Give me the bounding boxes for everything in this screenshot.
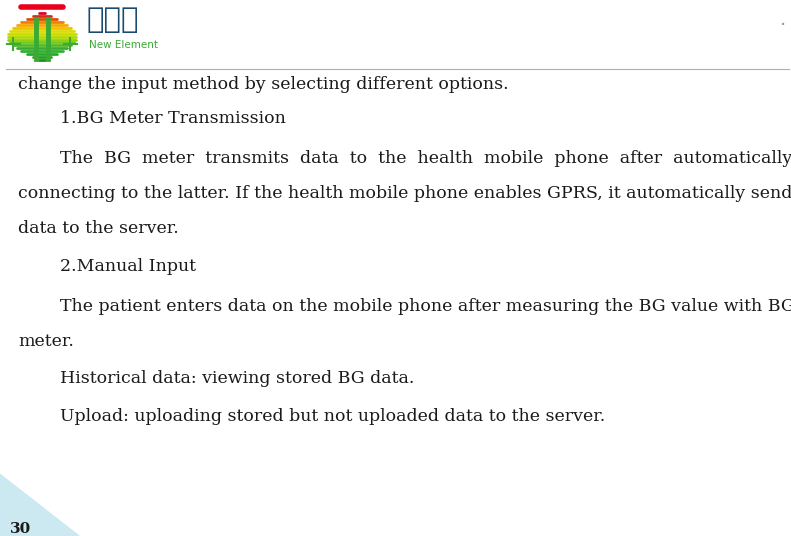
Text: Historical data: viewing stored BG data.: Historical data: viewing stored BG data. <box>60 370 414 387</box>
Text: New Element: New Element <box>89 40 158 50</box>
Text: 新元素: 新元素 <box>87 6 139 34</box>
Text: 2.Manual Input: 2.Manual Input <box>60 258 196 275</box>
Text: meter.: meter. <box>18 333 74 350</box>
Text: Upload: uploading stored but not uploaded data to the server.: Upload: uploading stored but not uploade… <box>60 408 605 425</box>
Text: data to the server.: data to the server. <box>18 220 179 237</box>
Text: 30: 30 <box>10 522 32 536</box>
Text: The patient enters data on the mobile phone after measuring the BG value with BG: The patient enters data on the mobile ph… <box>60 298 791 315</box>
Text: 1.BG Meter Transmission: 1.BG Meter Transmission <box>60 110 286 127</box>
Polygon shape <box>0 474 79 536</box>
Text: The  BG  meter  transmits  data  to  the  health  mobile  phone  after  automati: The BG meter transmits data to the healt… <box>60 150 791 167</box>
Text: change the input method by selecting different options.: change the input method by selecting dif… <box>18 76 509 93</box>
Text: connecting to the latter. If the health mobile phone enables GPRS, it automatica: connecting to the latter. If the health … <box>18 185 791 202</box>
Text: ·: · <box>780 16 786 35</box>
